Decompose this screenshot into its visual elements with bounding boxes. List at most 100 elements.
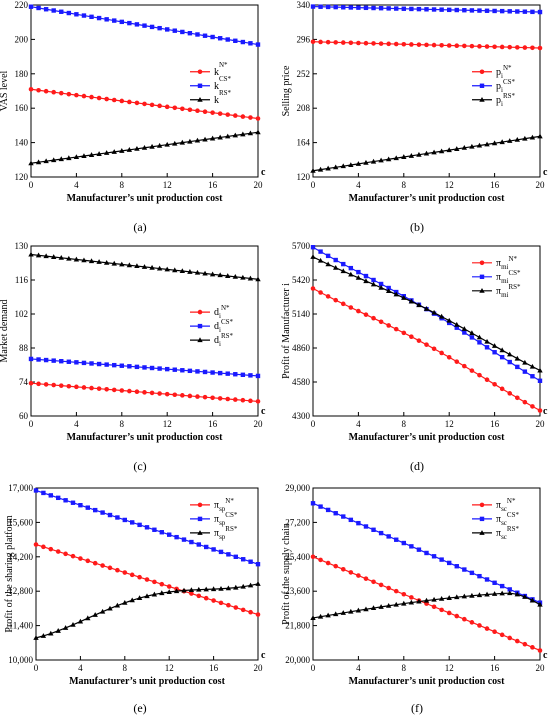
data-point — [195, 394, 200, 399]
data-point — [348, 570, 354, 575]
legend-base: p — [496, 81, 501, 92]
data-point — [431, 554, 437, 559]
data-point — [142, 390, 147, 395]
data-point — [137, 574, 142, 580]
data-point — [130, 520, 135, 525]
legend-entry: piCS* — [496, 78, 516, 94]
data-point — [401, 330, 407, 336]
legend-base: p — [496, 95, 501, 106]
y-tick-label: 23,600 — [285, 586, 310, 596]
data-point — [333, 511, 338, 516]
data-point — [165, 27, 170, 32]
data-point — [189, 539, 194, 545]
data-point — [152, 579, 157, 585]
data-point — [74, 92, 79, 98]
data-point — [51, 382, 56, 388]
data-point — [210, 110, 215, 115]
data-point — [248, 609, 253, 615]
data-point — [28, 251, 34, 257]
data-point — [164, 391, 170, 397]
data-point — [537, 648, 543, 653]
data-point — [469, 43, 475, 49]
data-point — [217, 396, 223, 401]
data-point — [28, 4, 34, 9]
plot-frame — [312, 245, 541, 417]
data-point — [129, 572, 135, 578]
y-tick-label: 88 — [19, 343, 29, 353]
data-point — [142, 23, 147, 28]
data-point — [48, 630, 54, 636]
legend-sub: sc — [501, 505, 507, 513]
data-point — [28, 160, 34, 166]
data-point — [43, 88, 49, 94]
data-point — [386, 41, 391, 47]
data-point — [378, 41, 384, 46]
y-tick-label: 120 — [15, 172, 29, 182]
y-tick-label: 220 — [15, 0, 29, 10]
x-tick-label: 16 — [490, 663, 500, 673]
data-point — [514, 591, 520, 597]
x-tick-label: 16 — [209, 663, 219, 673]
data-point — [386, 585, 391, 591]
data-point — [74, 384, 79, 390]
data-point — [492, 350, 497, 355]
data-point — [409, 544, 414, 549]
data-point — [172, 105, 178, 111]
data-point — [348, 265, 354, 271]
data-point — [325, 560, 331, 566]
y-tick-label: 164 — [297, 138, 311, 148]
legend-entry: πspCS* — [214, 511, 238, 527]
data-point — [187, 138, 193, 144]
data-point — [356, 520, 361, 526]
y-tick-label: 116 — [15, 275, 29, 285]
y-tick-label: 102 — [15, 309, 29, 319]
data-point — [370, 605, 377, 611]
x-tick-label: 16 — [208, 419, 218, 429]
data-point — [134, 100, 140, 106]
data-point — [370, 281, 377, 287]
data-point — [363, 524, 369, 529]
data-point — [149, 143, 155, 149]
data-point — [318, 249, 323, 254]
data-point — [142, 101, 147, 107]
data-point — [129, 597, 135, 603]
data-point — [454, 359, 460, 364]
data-point — [378, 281, 384, 287]
data-point — [218, 585, 224, 591]
data-point — [126, 147, 133, 152]
data-point — [446, 354, 452, 360]
x-tick-label: 12 — [163, 180, 172, 190]
data-point — [431, 42, 437, 48]
data-point — [325, 507, 331, 513]
legend-marker — [479, 502, 485, 508]
data-point — [36, 87, 41, 93]
data-point — [310, 286, 316, 291]
legend-marker — [197, 96, 203, 102]
data-point — [35, 159, 42, 165]
legend-sub: i — [501, 86, 503, 94]
data-point — [63, 498, 68, 503]
data-point — [409, 595, 414, 600]
data-point — [537, 45, 543, 51]
data-point — [156, 265, 163, 271]
data-point — [325, 253, 331, 259]
data-point — [144, 593, 150, 599]
data-point — [371, 527, 376, 532]
data-point — [393, 291, 399, 297]
data-point — [36, 5, 41, 11]
data-point — [247, 275, 254, 281]
data-point — [492, 629, 497, 635]
data-point — [202, 136, 208, 142]
data-point — [172, 267, 178, 273]
data-point — [378, 582, 384, 588]
legend-sub: sp — [219, 519, 226, 527]
legend-sup: RS* — [225, 525, 238, 533]
data-point — [310, 4, 316, 9]
y-tick-label: 11,400 — [9, 621, 34, 631]
data-point — [58, 156, 64, 162]
legend-base: π — [214, 514, 219, 525]
data-point — [499, 44, 505, 50]
y-axis-label: Profit of the sharing platform — [4, 515, 15, 632]
legend-sup: RS* — [507, 525, 520, 533]
